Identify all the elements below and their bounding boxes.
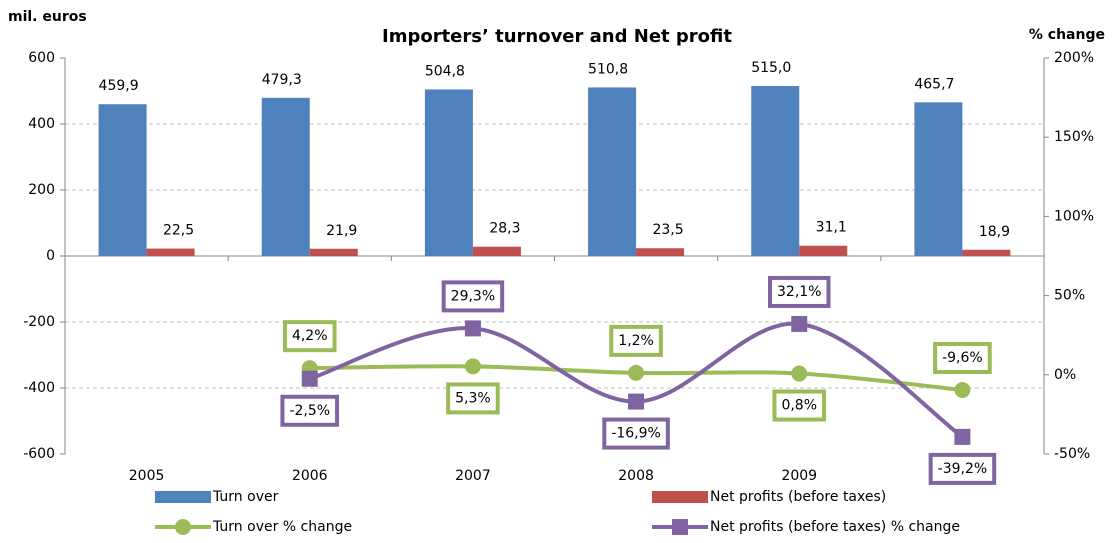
bar (914, 102, 963, 256)
y2-axis-title: % change (1029, 27, 1105, 43)
line-value-label: -39,2% (938, 461, 988, 477)
value-label-box (602, 417, 670, 450)
legend-label: Net profits (before taxes) (710, 489, 886, 505)
line-value-label: -16,9% (611, 426, 661, 442)
value-label-box (282, 320, 337, 353)
y-tick-label: 200 (28, 182, 55, 198)
bar (424, 89, 473, 256)
line-value-label: 0,8% (781, 398, 817, 414)
legend-marker (175, 519, 191, 535)
y2-tick-label: 150% (1054, 129, 1094, 145)
line-value-label: 29,3% (451, 288, 495, 304)
line-value-label: 32,1% (777, 284, 821, 300)
bar (962, 249, 1011, 256)
y-tick-label: -400 (23, 380, 55, 396)
line-value-label: 5,3% (455, 390, 491, 406)
y-tick-label: 400 (28, 116, 55, 132)
y-tick-label: -600 (23, 446, 55, 462)
y2-tick-label: 0% (1054, 367, 1076, 383)
bar-value-label: 510,8 (588, 61, 628, 77)
line-marker (464, 320, 481, 337)
line-marker (628, 364, 645, 381)
legend-label: Turn over (212, 489, 279, 505)
bar-value-label: 459,9 (99, 78, 139, 94)
bar-value-label: 18,9 (979, 224, 1010, 240)
bar-value-label: 28,3 (489, 221, 520, 237)
line-marker (301, 370, 318, 387)
line-marker (954, 428, 971, 445)
legend-marker (672, 519, 688, 535)
line-value-label: 4,2% (292, 328, 328, 344)
bar-value-label: 515,0 (751, 60, 791, 76)
bar-value-label: 22,5 (163, 223, 194, 239)
line-marker (628, 393, 645, 410)
line-marker (464, 358, 481, 375)
bar (98, 104, 147, 256)
bar (799, 245, 848, 256)
value-label-box (609, 324, 663, 357)
x-tick-label: 2005 (129, 468, 165, 484)
bar (472, 246, 521, 256)
chart-title: Importers’ turnover and Net profit (382, 26, 732, 47)
value-label-box (933, 342, 992, 375)
y-tick-label: 600 (28, 50, 55, 66)
y-axis-title: mil. euros (8, 9, 87, 25)
value-label-box (928, 452, 997, 485)
value-label-box (280, 394, 340, 427)
y-tick-label: 0 (46, 248, 55, 264)
bar (309, 248, 358, 256)
y-tick-label: -200 (23, 314, 55, 330)
y2-tick-label: 200% (1054, 50, 1094, 66)
legend-label: Net profits (before taxes) % change (710, 519, 960, 535)
legend-swatch (652, 491, 708, 503)
bar-value-label: 465,7 (914, 76, 954, 92)
legend-swatch (155, 491, 211, 503)
bar (636, 248, 685, 256)
bar (261, 97, 310, 257)
value-label-box (441, 280, 505, 313)
value-label-box (768, 275, 831, 308)
y2-tick-label: 100% (1054, 208, 1094, 224)
line-marker (954, 382, 971, 399)
legend-label: Turn over % change (212, 519, 352, 535)
bar-value-label: 21,9 (326, 223, 357, 239)
bar-value-label: 504,8 (425, 63, 465, 79)
y2-tick-label: 50% (1054, 288, 1085, 304)
bar (751, 86, 800, 256)
bar-value-label: 23,5 (652, 222, 683, 238)
y2-tick-label: -50% (1054, 446, 1090, 462)
x-tick-label: 2009 (781, 468, 817, 484)
x-tick-label: 2007 (455, 468, 491, 484)
x-tick-label: 2006 (292, 468, 328, 484)
line-marker (791, 315, 808, 332)
line-value-label: 1,2% (618, 333, 654, 349)
line-value-label: -2,5% (289, 403, 330, 419)
bar (588, 87, 637, 256)
value-label-box (446, 382, 500, 415)
bar (146, 248, 195, 256)
line-marker (791, 365, 808, 382)
line-value-label: -9,6% (942, 350, 983, 366)
x-tick-label: 2008 (618, 468, 654, 484)
bar-value-label: 479,3 (262, 72, 302, 88)
value-label-box (772, 389, 827, 422)
bar-value-label: 31,1 (816, 220, 847, 236)
